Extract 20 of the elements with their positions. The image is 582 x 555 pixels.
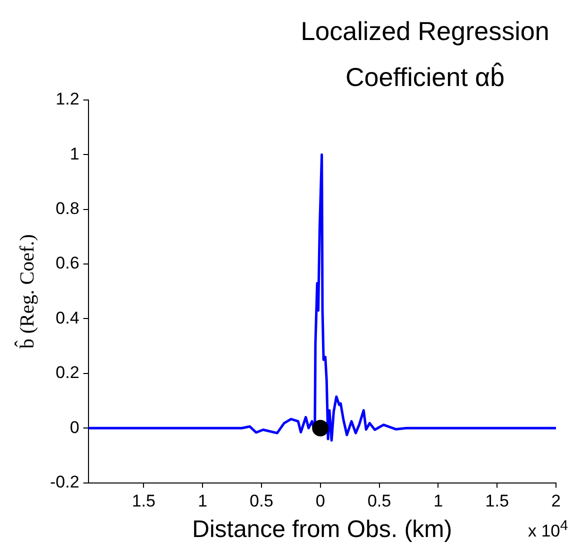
chart-title: Localized Regression Coefficient αb̂ (300, 15, 550, 94)
text: x 10$^{4}$ (528, 518, 568, 542)
x-tick-label: 2 (551, 492, 561, 511)
x-axis-title: Distance from Obs. (km) (192, 516, 452, 544)
y-tick-label: 0.2 (56, 363, 80, 382)
y-tick-label: 0 (70, 418, 80, 437)
y-axis-title: b̂ (Reg. Coef.) (14, 234, 38, 349)
x-tick-label: 1 (198, 492, 208, 511)
x-tick-label: 0 (316, 492, 326, 511)
x-tick-label: 0.5 (250, 492, 274, 511)
x-tick-label: 1 (433, 492, 443, 511)
y-tick-label: 0.4 (56, 308, 80, 328)
y-tick-label: 1.2 (56, 90, 80, 109)
y-tick-label: 1 (70, 144, 80, 164)
x-tick-label: 0.5 (367, 492, 392, 511)
y-tick-label: 0.6 (56, 254, 80, 273)
x-tick-label: 1.5 (132, 492, 156, 511)
x-tick-label: 1.5 (485, 492, 509, 511)
y-tick-label: 0.8 (56, 199, 80, 218)
y-tick-label: -0.2 (50, 472, 80, 492)
